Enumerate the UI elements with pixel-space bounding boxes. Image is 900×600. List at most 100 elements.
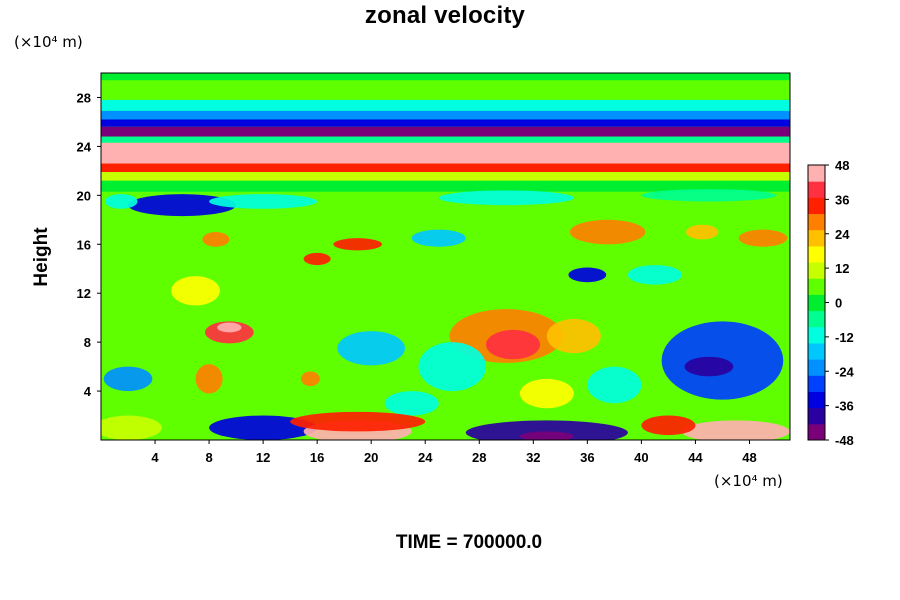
velocity-feature	[103, 366, 153, 392]
colorbar-segment	[808, 278, 825, 295]
velocity-feature	[681, 420, 790, 440]
colorbar-tick-label: 0	[835, 296, 842, 311]
time-footer: TIME = 700000.0	[395, 532, 543, 553]
velocity-feature	[171, 276, 220, 306]
velocity-band	[101, 126, 790, 137]
colorbar-segment	[808, 310, 825, 328]
plot-frame	[100, 72, 791, 441]
velocity-feature	[438, 190, 574, 206]
velocity-feature	[519, 431, 574, 440]
velocity-feature	[202, 232, 230, 247]
velocity-feature	[684, 356, 734, 377]
velocity-feature	[569, 219, 646, 245]
colorbar-segment	[808, 359, 825, 376]
colorbar-segment	[808, 197, 825, 215]
x-tick-label: 12	[256, 450, 270, 465]
velocity-feature	[641, 415, 696, 436]
velocity-feature	[303, 252, 331, 266]
velocity-feature	[205, 321, 254, 344]
colorbar-segment	[808, 375, 825, 392]
colorbar-segment	[808, 181, 825, 198]
colorbar-tick-label: -36	[835, 399, 854, 414]
colorbar-segment	[808, 342, 825, 360]
colorbar-segment	[808, 165, 825, 182]
velocity-feature	[641, 189, 777, 202]
velocity-feature	[101, 415, 162, 440]
velocity-band	[101, 136, 790, 143]
colorbar-segment	[808, 391, 825, 409]
velocity-band	[101, 110, 790, 120]
colorbar-segment	[808, 262, 825, 279]
velocity-feature	[568, 267, 607, 283]
x-tick-label: 36	[580, 450, 594, 465]
chart-title: zonal velocity	[364, 2, 526, 29]
y-tick-label: 16	[77, 237, 91, 252]
y-tick-label: 24	[77, 139, 92, 154]
colorbar-tick-label: -24	[835, 364, 855, 379]
colorbar-segment	[808, 245, 825, 263]
colorbar-tick-label: 24	[835, 227, 850, 242]
colorbar-segment	[808, 407, 825, 425]
velocity-band	[101, 119, 790, 127]
velocity-band	[101, 172, 790, 181]
colorbar-segment	[808, 294, 825, 312]
x-tick-label: 32	[526, 450, 540, 465]
velocity-band	[101, 163, 790, 173]
velocity-feature	[105, 194, 138, 209]
x-tick-label: 8	[205, 450, 212, 465]
y-tick-label: 20	[77, 188, 91, 203]
x-tick-label: 48	[742, 450, 756, 465]
y-tick-label: 28	[77, 90, 91, 105]
velocity-feature	[333, 238, 383, 251]
colorbar-tick-label: 48	[835, 158, 849, 173]
colorbar-segment	[808, 326, 825, 344]
velocity-band	[101, 180, 790, 192]
velocity-feature	[195, 364, 223, 394]
x-axis-ticks: 4 8 12 16 20 24 28 32 36 40 44 48	[151, 440, 757, 465]
velocity-feature	[411, 229, 466, 247]
velocity-band	[101, 73, 790, 81]
y-tick-label: 12	[77, 286, 91, 301]
velocity-feature	[486, 329, 541, 360]
plot-area	[101, 73, 790, 440]
velocity-feature	[627, 265, 682, 285]
y-tick-label: 4	[84, 384, 92, 399]
colorbar: 48 36 24 12 0 -12 -24 -36 -48	[807, 158, 855, 448]
velocity-feature	[587, 366, 642, 404]
velocity-band	[101, 99, 790, 111]
velocity-feature	[519, 378, 574, 409]
colorbar-tick-label: -48	[835, 433, 854, 448]
velocity-feature	[546, 318, 601, 354]
velocity-feature	[128, 194, 237, 217]
velocity-feature	[384, 391, 439, 416]
x-tick-label: 4	[151, 450, 159, 465]
y-tick-label: 8	[84, 335, 91, 350]
x-tick-label: 44	[688, 450, 703, 465]
velocity-feature	[418, 342, 487, 392]
x-tick-label: 24	[418, 450, 433, 465]
velocity-feature	[685, 224, 719, 240]
velocity-band	[101, 80, 790, 100]
velocity-feature	[738, 229, 788, 247]
x-tick-label: 20	[364, 450, 378, 465]
colorbar-tick-label: -12	[835, 330, 854, 345]
y-axis-ticks: 4 8 12 16 20 24 28	[77, 90, 101, 399]
velocity-feature	[290, 411, 426, 432]
velocity-feature	[465, 420, 628, 440]
velocity-feature	[209, 194, 318, 209]
x-tick-label: 28	[472, 450, 486, 465]
velocity-feature	[300, 371, 320, 387]
velocity-band	[101, 142, 790, 164]
x-tick-label: 16	[310, 450, 324, 465]
x-tick-label: 40	[634, 450, 648, 465]
colorbar-tick-label: 36	[835, 192, 849, 207]
velocity-feature	[337, 331, 405, 366]
colorbar-segment	[808, 423, 825, 441]
colorbar-segment	[808, 213, 825, 231]
x-axis-unit: (×10⁴ m)	[714, 472, 783, 490]
colorbar-segment	[808, 229, 825, 247]
colorbar-tick-label: 12	[835, 261, 849, 276]
velocity-feature	[217, 322, 242, 333]
y-axis-unit: (×10⁴ m)	[14, 33, 83, 51]
